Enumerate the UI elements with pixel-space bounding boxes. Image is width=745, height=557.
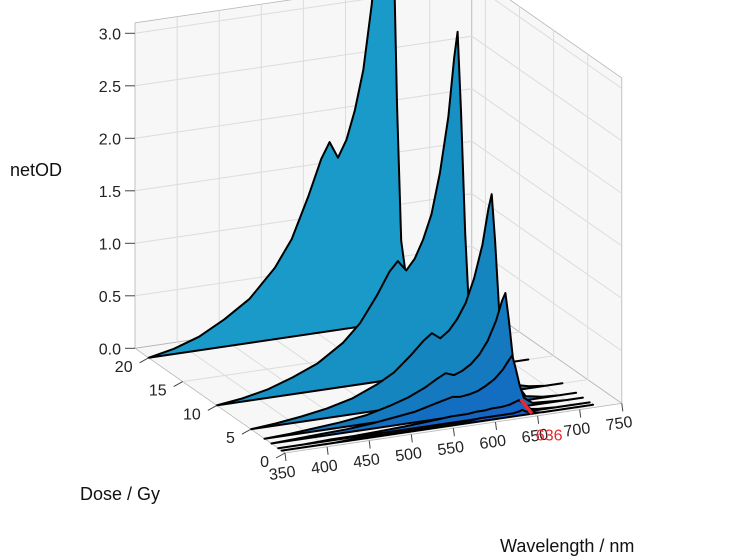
x-tick-mark: [579, 409, 582, 418]
spectrum-dose-2: [270, 354, 584, 445]
z-tick-label: 1.0: [99, 236, 121, 253]
z-tick-label: 0.0: [99, 341, 121, 358]
grid-line: [134, 35, 623, 142]
grid-line: [134, 245, 623, 352]
x-tick-mark: [537, 415, 540, 424]
x-tick-label: 600: [478, 433, 507, 454]
grid-line: [134, 0, 623, 89]
x-tick-mark: [284, 452, 287, 462]
z-tick-label: 2.5: [99, 79, 121, 96]
x-tick-label: 500: [394, 445, 423, 466]
x-tick-label: 650: [521, 426, 550, 447]
z-tick-label: 1.5: [99, 184, 121, 201]
x-tick-mark: [621, 403, 624, 412]
y-tick-mark: [139, 357, 149, 364]
y-tick-mark: [241, 428, 252, 435]
x-tick-mark: [410, 434, 413, 443]
y-tick-label: 5: [226, 430, 235, 447]
y-tick-label: 15: [149, 383, 167, 400]
x-tick-label: 400: [310, 457, 339, 478]
y-tick-mark: [207, 404, 218, 411]
y-tick-mark: [275, 452, 286, 459]
annotation-marker: [519, 398, 534, 415]
spectra-ridges: [147, 0, 595, 452]
x-tick-mark: [368, 440, 371, 449]
y-tick-mark: [173, 381, 183, 388]
x-tick-label: 450: [352, 451, 381, 472]
x-tick-mark: [495, 421, 497, 431]
grid-line: [134, 140, 623, 247]
grid-line: [134, 88, 623, 194]
x-tick-label: 750: [605, 414, 634, 435]
z-tick-label: 2.0: [99, 131, 121, 148]
x-tick-label: 550: [436, 439, 465, 460]
spectrum-dose-0.5: [280, 403, 595, 452]
x-axis-title: Wavelength / nm: [500, 536, 634, 556]
z-axis-title: netOD: [10, 160, 62, 180]
x-tick-mark: [452, 428, 455, 437]
y-tick-label: 10: [183, 406, 201, 423]
x-tick-label: 350: [268, 464, 297, 485]
annotation-label: 636: [536, 428, 563, 445]
z-tick-label: 0.5: [99, 289, 121, 306]
grid-line: [134, 193, 623, 299]
y-tick-label: 0: [260, 454, 269, 471]
axis-ticks: 0.0 0.5 1.0 1.5 2.0 2.5 3.0 0 5 10 15 20 350 400 450 50…: [99, 26, 634, 484]
x-tick-mark: [326, 446, 329, 455]
spectrum-dose-1: [277, 399, 591, 450]
x-tick-label: 700: [563, 420, 592, 441]
y-axis-title: Dose / Gy: [80, 484, 160, 504]
y-tick-label: 20: [115, 359, 133, 376]
z-tick-label: 3.0: [99, 26, 121, 43]
